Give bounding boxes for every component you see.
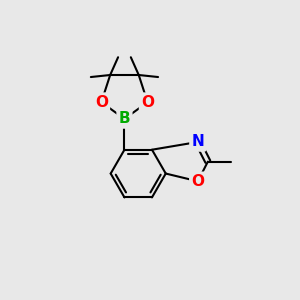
Text: O: O	[141, 95, 154, 110]
Text: N: N	[191, 134, 204, 149]
Text: B: B	[118, 111, 130, 126]
Text: O: O	[95, 95, 108, 110]
Text: O: O	[191, 174, 204, 189]
